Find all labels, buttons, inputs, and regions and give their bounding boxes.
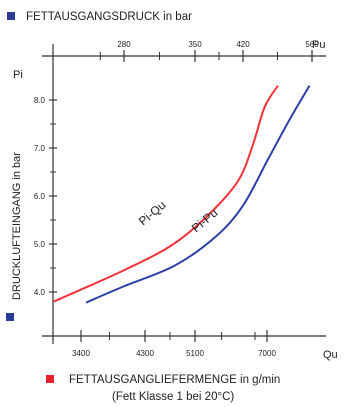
bottom-axis-tick-label: 3400 bbox=[72, 349, 90, 358]
bottom-axis-tick-label: 7000 bbox=[258, 349, 276, 358]
series-line-pi-qu bbox=[53, 85, 279, 303]
top-axis-symbol: Pu bbox=[312, 39, 325, 51]
top-axis-tick-label: 420 bbox=[236, 40, 250, 49]
bottom-axis-legend-marker bbox=[46, 375, 54, 383]
bottom-axis-legend-sublabel: (Fett Klasse 1 bei 20°C) bbox=[112, 391, 234, 403]
top-axis-tick-label: 560 bbox=[305, 40, 319, 49]
left-axis-label: DRUCKLUFTEINGANG in bar bbox=[11, 152, 23, 300]
top-axis-tick-label: 350 bbox=[188, 40, 202, 49]
bottom-axis-tick-label: 5100 bbox=[186, 349, 204, 358]
top-axis-legend-marker bbox=[7, 12, 15, 20]
bottom-axis-legend-label: FETTAUSGANGLIEFERMENGE in g/min bbox=[69, 374, 280, 386]
left-axis-tick-label: 4.0 bbox=[34, 288, 46, 297]
left-axis-tick-label: 8.0 bbox=[34, 96, 46, 105]
left-axis-symbol: Pi bbox=[13, 69, 23, 81]
left-axis-tick-label: 6.0 bbox=[34, 192, 46, 201]
series-label-pi-qu: Pi-Qu bbox=[136, 198, 169, 228]
left-axis-legend-marker bbox=[6, 313, 14, 321]
top-axis-tick-label: 280 bbox=[117, 40, 131, 49]
bottom-axis-symbol: Qu bbox=[323, 349, 338, 361]
left-axis-tick-label: 7.0 bbox=[34, 144, 46, 153]
series-label-pi-pu: Pi-Pu bbox=[189, 206, 220, 236]
bottom-axis-tick-label: 4300 bbox=[136, 349, 154, 358]
top-axis-legend-label: FETTAUSGANGSDRUCK in bar bbox=[26, 11, 192, 23]
series-line-pi-pu bbox=[85, 85, 311, 304]
left-axis-tick-label: 5.0 bbox=[34, 240, 46, 249]
